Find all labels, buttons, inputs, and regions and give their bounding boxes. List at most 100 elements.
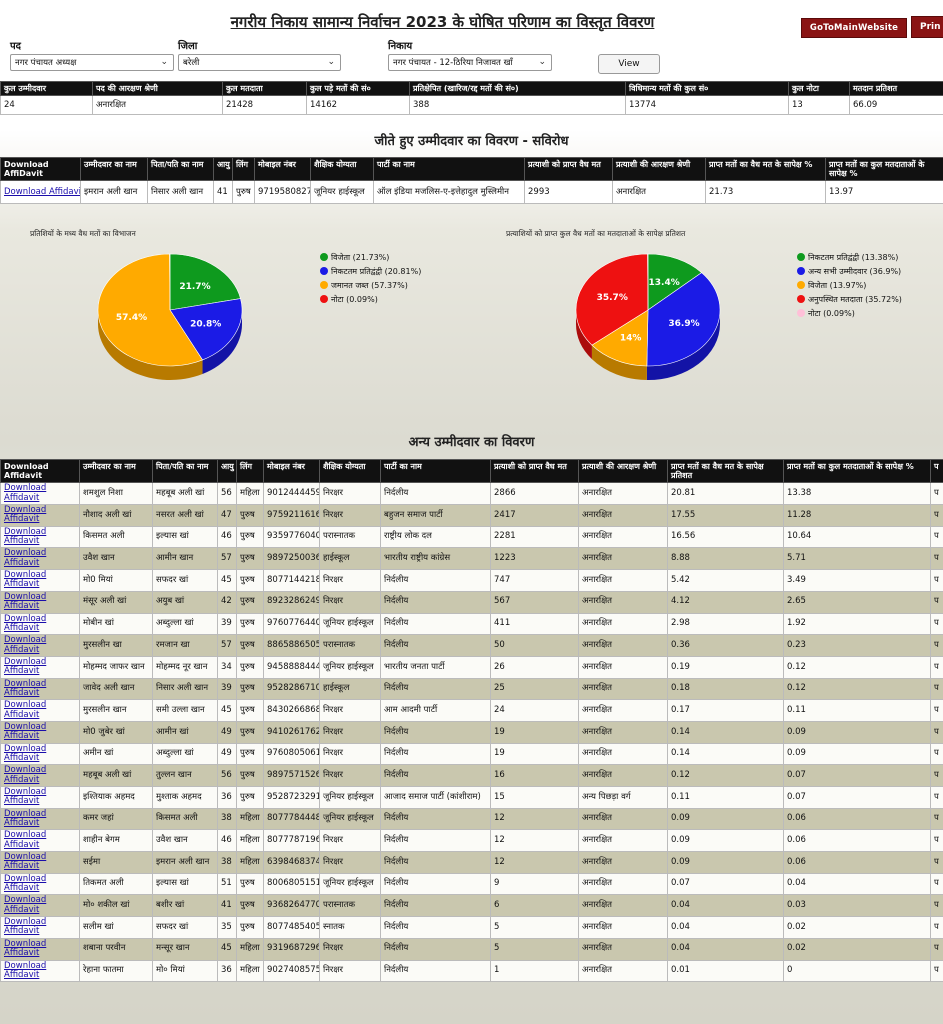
download-affidavit-link[interactable]: Download Affidavit [4,808,47,829]
table-cell: निर्दलीय [380,634,491,657]
others-header: पार्टी का नाम [380,458,491,484]
body-select[interactable]: नगर पंचायत - 12-ठिरिया निजावत खाँ ⌄ [388,54,552,71]
winner-cell: 13.97 [825,180,943,205]
download-affidavit-link[interactable]: Download Affidavit [4,483,47,503]
print-button[interactable]: Prin [911,16,943,38]
winner-cell: 9719580827 [254,180,311,205]
table-cell: 0.23 [783,634,931,657]
legend-item[interactable]: अन्य सभी उम्मीदवार (36.9%) [797,264,902,278]
table-cell: 36 [217,959,237,983]
table-row: Download Affidavit सईमा इमरान अली खान 38 महि… [0,851,943,874]
table-cell: 0.03 [783,894,931,918]
view-button[interactable]: View [598,54,660,74]
legend-label: नोटा (0.09%) [331,294,378,304]
table-cell: जूनियर हाईस्कूल [319,872,381,896]
table-cell: महिला [236,959,264,983]
download-affidavit-link[interactable]: Download Affidavit [4,787,47,807]
download-affidavit-link[interactable]: Download Affidavit [4,938,47,959]
download-affidavit-link[interactable]: Download Affidavit [4,548,47,568]
table-row: Download Affidavit तिकमत अली इल्यास खां 51 प… [0,872,943,896]
table-cell: मंसूर अली खां [79,590,153,614]
post-select[interactable]: नगर पंचायत अध्यक्ष ⌄ [10,54,174,71]
table-cell: 56 [217,764,237,787]
download-affidavit-link[interactable]: Download Affidavit [4,873,47,894]
table-cell: 12 [490,851,579,874]
download-affidavit-link[interactable]: Download Affidavit [4,570,47,590]
winner-header: लिंग [232,156,255,182]
affidavit-cell: Download Affidavit [0,959,80,983]
table-cell: राष्ट्रीय लोक दल [380,525,491,549]
pie-slice[interactable] [97,253,203,367]
table-cell: अनारक्षित [578,677,668,701]
others-header: आयु [217,458,237,484]
table-cell: अनारक्षित [578,916,668,939]
legend-item[interactable]: विजेता (21.73%) [320,250,421,264]
legend-label: जमानत जब्त (57.37%) [331,280,408,290]
pie-slice[interactable] [647,253,703,311]
download-affidavit-link[interactable]: Download Affidavit [4,505,47,525]
table-cell: सफदर खां [152,569,218,592]
download-affidavit-link[interactable]: Download Affidavit [4,635,47,655]
table-cell: अनारक्षित [578,851,668,874]
pie-slice[interactable] [169,253,241,311]
table-row: Download Affidavit अमीन खां अब्दुल्ला खां 4… [0,742,943,766]
pie-slice[interactable] [591,309,649,367]
download-affidavit-link[interactable]: Download Affidavit [4,743,47,763]
download-affidavit-link[interactable]: Download Affidavit [4,186,81,197]
affidavit-cell: Download Affidavit [0,786,80,809]
download-affidavit-link[interactable]: Download Affidavit [4,721,47,742]
download-affidavit-link[interactable]: Download Affidavit [4,960,47,980]
others-header: लिंग [236,458,264,484]
download-affidavit-link[interactable]: Download Affidavit [4,917,47,937]
go-to-main-website-button[interactable]: GoToMainWebsite [801,18,907,38]
table-cell: निर्दलीय [380,807,491,831]
download-affidavit-link[interactable]: Download Affidavit [4,830,47,850]
download-affidavit-link[interactable]: Download Affidavit [4,852,47,872]
legend-label: विजेता (13.97%) [808,280,867,290]
table-cell: अब्दुल्ला खां [152,612,218,636]
download-affidavit-link[interactable]: Download Affidavit [4,765,47,785]
table-cell: अनारक्षित [578,807,668,831]
table-cell: अनारक्षित [578,525,668,549]
legend-item[interactable]: निकटतम प्रतिद्वंद्वी (20.81%) [320,264,421,278]
table-cell: अनारक्षित [578,655,668,679]
table-cell: पुरुष [236,590,264,614]
table-row: Download Affidavit मुरसलीन खा रमजान खा 57 पु… [0,634,943,657]
download-affidavit-link[interactable]: Download Affidavit [4,678,47,698]
download-affidavit-link[interactable]: Download Affidavit [4,613,47,633]
table-cell: 0.09 [667,851,784,874]
table-cell: 2281 [490,525,579,549]
winner-cell: 2993 [524,180,613,205]
table-cell: परास्नातक [319,634,381,657]
district-select[interactable]: बरेली ⌄ [178,54,341,71]
legend-item[interactable]: जमानत जब्त (57.37%) [320,278,421,292]
table-cell: अयुब खां [152,590,218,614]
table-cell: पुरुष [236,655,264,679]
table-cell: आमीन खां [152,720,218,744]
legend-item[interactable]: विजेता (13.97%) [797,278,902,292]
legend-item[interactable]: नोटा (0.09%) [797,306,902,320]
pie-slice[interactable] [575,253,649,346]
download-affidavit-link[interactable]: Download Affidavit [4,700,47,720]
download-affidavit-link[interactable]: Download Affidavit [4,656,47,677]
affidavit-cell: Download Affidavit [0,699,80,722]
summary-value-row: 24 अनारक्षित 21428 14162 388 13774 13 66… [0,95,943,116]
table-cell: अनारक्षित [578,569,668,592]
download-affidavit-link[interactable]: Download Affidavit [4,591,47,612]
download-affidavit-link[interactable]: Download Affidavit [4,895,47,915]
legend-item[interactable]: अनुपस्थित मतदाता (35.72%) [797,292,902,306]
pie-slice[interactable] [646,272,721,367]
table-cell: 5.71 [783,547,931,571]
table-cell: 0 [783,959,931,983]
table-cell: मो० शकील खां [79,894,153,918]
legend-item[interactable]: नोटा (0.09%) [320,292,421,306]
table-cell: निरक्षर [319,569,381,592]
legend-item[interactable]: निकटतम प्रतिद्वंद्वी (13.38%) [797,250,902,264]
pie-slice[interactable] [169,298,243,361]
table-cell: अनारक्षित [578,590,668,614]
table-row: Download Affidavit रेहाना फातमा मो० मियां 3… [0,959,943,983]
table-row: Download Affidavit शाहीन बेगम उवैश खान 46 मह… [0,829,943,853]
table-cell: 2.98 [667,612,784,636]
download-affidavit-link[interactable]: Download Affidavit [4,526,47,547]
summary-cell: 14162 [306,95,410,116]
